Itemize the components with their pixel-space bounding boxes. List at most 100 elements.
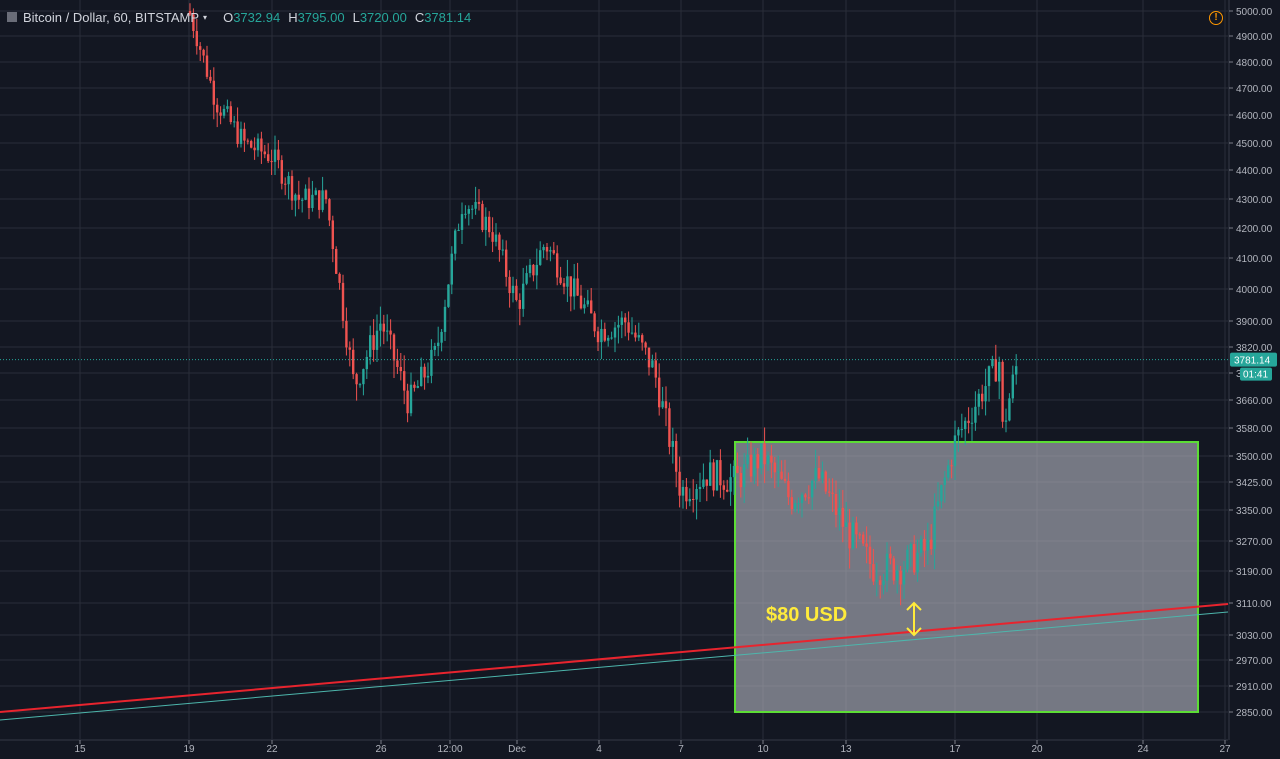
candle-body	[1015, 366, 1018, 375]
candle-body	[579, 295, 583, 309]
candle-body	[875, 580, 878, 582]
candle-body	[957, 429, 960, 436]
candle-body	[352, 349, 355, 375]
candle-body	[365, 356, 368, 370]
candle-body	[940, 485, 943, 502]
candle-body	[494, 234, 498, 242]
candle-body	[216, 104, 219, 113]
candle-body	[794, 503, 797, 510]
candle-body	[379, 323, 382, 331]
price-axis-label: 4700.00	[1236, 84, 1273, 95]
candle-body	[600, 328, 603, 343]
price-axis-label: 5000.00	[1236, 7, 1273, 18]
candle-body	[192, 14, 195, 32]
candle-body	[324, 190, 328, 200]
candle-body	[528, 264, 532, 274]
candle-body	[906, 549, 909, 570]
candle-body	[630, 332, 634, 334]
candle-body	[624, 317, 627, 323]
symbol-name[interactable]: Bitcoin / Dollar, 60, BITSTAMP	[23, 9, 200, 25]
candle-body	[382, 323, 385, 332]
candle-body	[430, 349, 433, 376]
time-axis-label: 7	[678, 744, 684, 755]
candle-body	[753, 454, 756, 477]
candle-body	[862, 534, 865, 544]
candle-body	[841, 507, 844, 527]
candle-body	[726, 489, 729, 492]
current-price-value: 3781.14	[1234, 356, 1271, 367]
chart-header: Bitcoin / Dollar, 60, BITSTAMP ▾ O 3732.9…	[6, 8, 475, 26]
candle-body	[661, 401, 664, 408]
time-axis-label: 10	[757, 744, 769, 755]
price-axis-label: 3500.00	[1236, 452, 1273, 463]
time-axis[interactable]	[0, 740, 1280, 759]
candle-body	[314, 190, 317, 195]
candle-body	[443, 306, 447, 332]
candle-body	[617, 324, 620, 328]
candle-body	[879, 580, 882, 585]
candle-body	[389, 330, 392, 335]
candle-body	[647, 347, 651, 368]
candle-body	[715, 460, 719, 491]
candle-body	[549, 250, 552, 252]
annotation-label: $80 USD	[766, 604, 847, 626]
range-zone-box[interactable]	[734, 441, 1199, 713]
candle-body	[664, 401, 668, 409]
price-axis-label: 3900.00	[1236, 317, 1273, 328]
candle-body	[515, 285, 518, 300]
time-axis-label: 27	[1219, 744, 1231, 755]
candle-body	[719, 460, 722, 486]
ohlc-high-key: H	[288, 9, 298, 25]
candle-body	[936, 501, 940, 507]
candle-body	[831, 492, 834, 494]
candle-body	[386, 330, 389, 332]
candle-body	[287, 176, 290, 185]
time-axis-label: 22	[266, 744, 278, 755]
candle-body	[511, 285, 515, 294]
candle-body	[508, 276, 511, 294]
price-axis-label: 3190.00	[1236, 567, 1273, 578]
candle-body	[763, 443, 766, 465]
candle-body	[233, 121, 236, 123]
candle-body	[722, 485, 725, 490]
candle-body	[263, 151, 266, 155]
candle-body	[981, 393, 984, 402]
channel-trend-line[interactable]	[0, 611, 1229, 721]
candle-body	[205, 55, 209, 77]
price-axis-label: 3350.00	[1236, 506, 1273, 517]
candle-body	[804, 494, 807, 498]
candle-body	[858, 534, 861, 536]
candle-body	[280, 160, 283, 184]
candle-body	[984, 386, 987, 402]
candle-body	[865, 543, 868, 547]
candle-body	[270, 161, 273, 163]
candle-body	[277, 149, 280, 161]
candle-body	[998, 361, 1001, 382]
candle-body	[654, 360, 657, 378]
warning-icon[interactable]: !	[1209, 11, 1223, 25]
candle-body	[195, 31, 198, 47]
candle-body	[709, 462, 712, 486]
candle-body	[651, 360, 654, 368]
candle-body	[525, 273, 528, 284]
candle-body	[246, 140, 249, 142]
price-axis-label: 3820.00	[1236, 343, 1273, 354]
candle-body	[947, 465, 950, 478]
chevron-down-icon[interactable]: ▾	[203, 12, 208, 22]
candle-body	[457, 229, 460, 231]
candle-body	[297, 194, 300, 200]
candle-body	[396, 360, 399, 367]
candle-body	[464, 213, 467, 215]
time-axis-label: 13	[840, 744, 852, 755]
candle-body	[698, 486, 702, 490]
candle-body	[964, 420, 967, 430]
price-axis-label: 3110.00	[1236, 599, 1272, 610]
candle-body	[637, 335, 640, 338]
candle-body	[518, 299, 521, 309]
support-trend-line[interactable]	[0, 603, 1229, 713]
candle-body	[311, 194, 314, 209]
ohlc-close-value: 3781.14	[424, 9, 472, 25]
candle-body	[855, 522, 858, 535]
candle-body	[780, 471, 783, 479]
